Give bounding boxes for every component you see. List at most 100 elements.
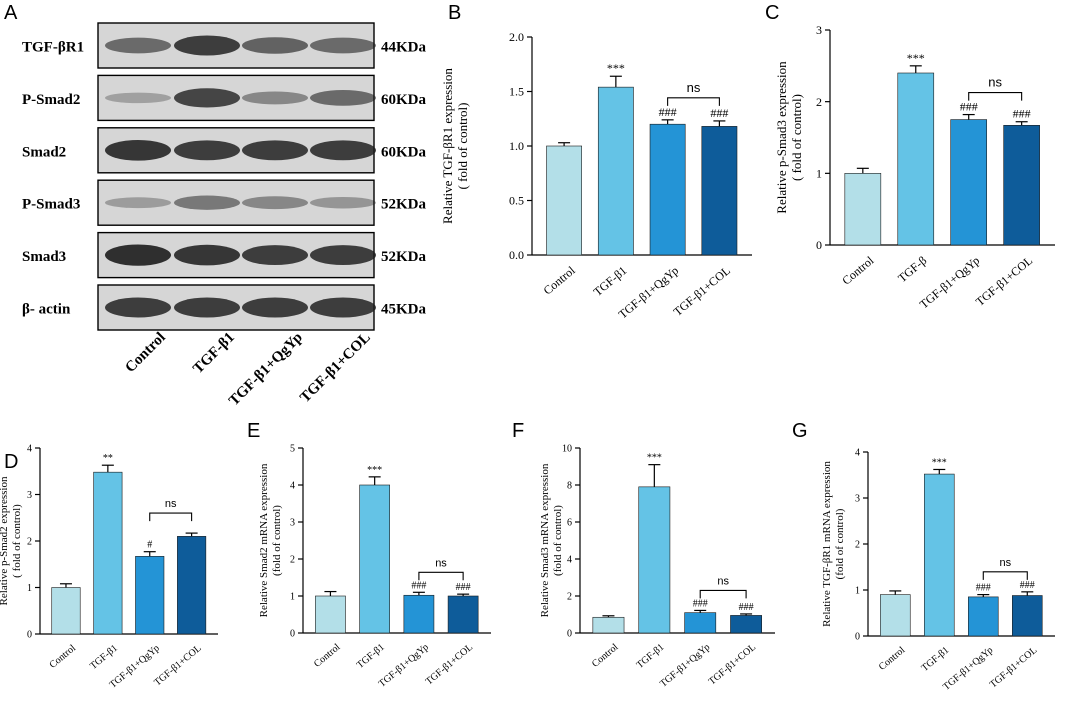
bar [649,123,686,256]
significance-label: ### [960,100,978,114]
y-tick-label: 2 [567,592,572,603]
y-tick-label: 2.0 [509,30,524,44]
ns-bracket [699,589,747,599]
panel-label: B [448,2,461,24]
y-tick-label: 2 [290,555,295,566]
bar [968,596,999,637]
blot-band [310,90,376,106]
y-axis-label-line: Relative TGF-βR1 mRNA expression [821,461,833,627]
significance-label: ### [739,602,754,613]
blot-band [310,196,376,209]
blot-band [310,37,376,54]
significance-label: *** [932,457,947,468]
y-tick-label: 3 [27,490,32,501]
y-tick-label: 5 [290,444,295,455]
y-axis-label-line: Relative Smad3 mRNA expression [539,463,551,617]
panel-label: D [4,451,18,473]
bar [403,594,435,634]
ns-bracket [667,97,720,106]
y-tick-label: 2 [27,537,32,548]
blot-band [105,37,171,54]
ns-label: ns [999,557,1011,569]
blot-band [310,297,376,318]
y-tick-label: 0 [816,238,822,252]
blot-band [105,297,171,318]
y-axis-label: Relative TGF-βR1 mRNA expression(fold of… [821,461,846,627]
blot-band [174,140,240,161]
y-tick-label: 1 [27,583,32,594]
significance-label: ### [693,598,708,609]
y-tick-label: 0 [290,629,295,640]
ns-label: ns [687,80,701,95]
category-label: TGF-β1+COL [671,263,733,318]
y-tick-label: 1.0 [509,139,524,153]
blot-kda-label: 52KDa [381,197,427,213]
y-tick-label: 1 [855,586,860,597]
significance-label: *** [367,465,382,476]
blot-band [174,244,240,266]
bar [447,595,479,634]
blot-row-label: TGF-βR1 [22,40,84,56]
category-label: TGF-β1 [591,263,630,299]
category-label: TGF-β1 [355,642,387,671]
category-label: TGF-β1 [88,643,120,672]
significance-label: # [147,540,152,551]
blot-kda-label: 44KDa [381,40,427,56]
blot-lane-label: Control [122,330,168,376]
y-axis-label-line: ( fold of control) [789,94,804,181]
bar [177,536,207,635]
y-axis-label: Relative Smad2 mRNA expression(fold of c… [258,463,283,617]
y-axis-label: Relative p-Smad2 expression( fold of con… [0,476,23,605]
y-tick-label: 1 [290,592,295,603]
y-tick-label: 8 [567,481,572,492]
bar [51,587,81,635]
blot-lane-label: TGF-β1+QgYp [226,330,306,410]
bar [1003,125,1040,246]
significance-label: *** [907,51,925,65]
y-tick-label: 0 [855,632,860,643]
bar [135,556,165,635]
y-tick-label: 2 [855,540,860,551]
category-label: TGF-β [895,253,929,285]
y-tick-label: 0.5 [509,194,524,208]
blot-band [105,244,171,266]
bar [924,473,955,637]
panel-g-chart: G 0 1 2 3 4 Relative TGF-βR1 mRNA expression(f… [792,420,1055,693]
y-axis-label-line: ( fold of control) [455,102,470,189]
blot-band [174,88,240,108]
blot-band [310,245,376,266]
category-label: TGF-β1+COL [988,645,1039,691]
panel-label: G [792,420,808,442]
significance-label: ### [1020,580,1035,591]
blot-kda-label: 45KDa [381,302,427,318]
y-axis-label-line: (fold of control) [271,505,283,576]
panel-label: C [765,2,779,24]
significance-label: ### [411,580,426,591]
category-label: TGF-β1+COL [707,642,758,688]
blot-row-label: P-Smad2 [22,92,80,108]
blot-band [105,197,171,209]
category-label: Control [312,642,343,670]
y-tick-label: 1.5 [509,85,524,99]
ns-bracket [149,512,193,522]
blot-band [242,245,308,266]
blot-band [174,195,240,210]
blot-band [242,91,308,105]
blot-lane-label: TGF-β1 [190,330,238,378]
y-tick-label: 1 [816,167,822,181]
y-axis-label-line: Relative Smad2 mRNA expression [258,463,270,617]
panel-label-a: A [4,2,18,24]
y-tick-label: 4 [290,481,295,492]
bar [1012,595,1043,637]
y-axis-label-line: (fold of control) [834,508,846,579]
significance-label: ### [1013,107,1031,121]
panel-f-chart: F 0 2 4 6 8 10 Relative Smad3 mRNA expression(f… [512,420,775,690]
blot-kda-label: 60KDa [381,92,427,108]
panel-d-chart: D 0 1 2 3 4 Relative p-Smad2 expression( fold … [0,444,218,691]
ns-bracket [982,571,1028,580]
ns-bracket [968,92,1023,101]
significance-label: ### [976,583,991,594]
y-tick-label: 10 [562,444,572,455]
